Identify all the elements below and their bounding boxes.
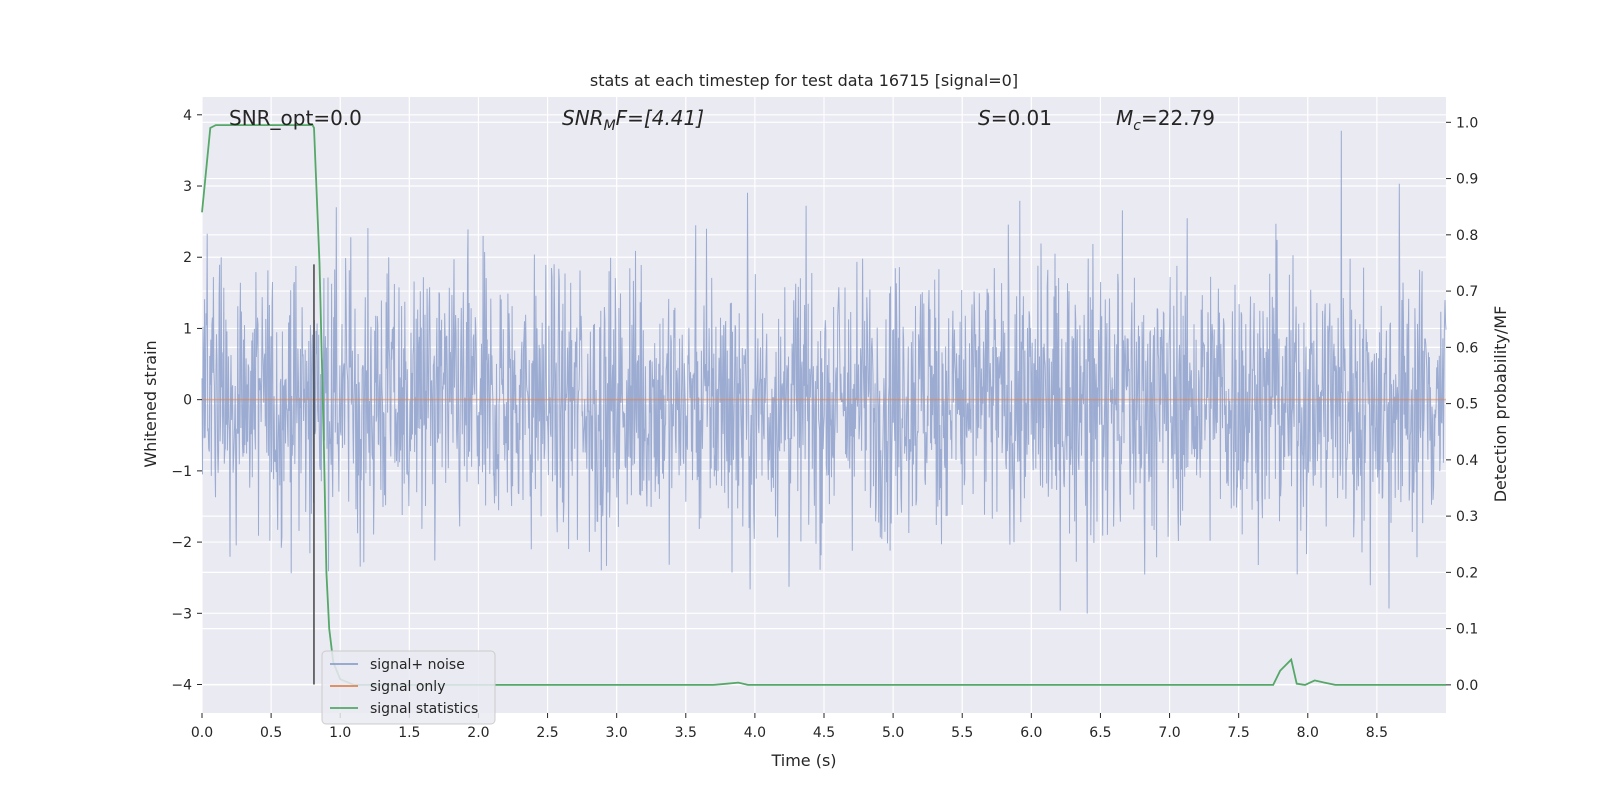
chart-title: stats at each timestep for test data 167… xyxy=(590,71,1018,90)
x-tick-label: 2.5 xyxy=(536,725,558,741)
y-tick-label: 2 xyxy=(183,250,192,266)
y-tick-label: 3 xyxy=(183,179,192,195)
y-tick-label: −1 xyxy=(171,464,192,480)
x-tick-label: 0.0 xyxy=(191,725,213,741)
x-tick-label: 4.5 xyxy=(813,725,835,741)
y-right-tick-label: 0.2 xyxy=(1456,565,1478,581)
y-right-tick-label: 0.9 xyxy=(1456,172,1478,188)
signal-statistics-line xyxy=(201,124,1446,686)
mc-annotation: Mc=22.79 xyxy=(1116,106,1215,134)
snr-mf-annotation: SNRMF=[4.41] xyxy=(562,106,704,134)
x-axis-label: Time (s) xyxy=(770,751,836,770)
y-tick-label: 1 xyxy=(183,321,192,337)
y-right-tick-label: 0.3 xyxy=(1456,509,1478,525)
y-right-tick-label: 1.0 xyxy=(1456,115,1478,131)
y-tick-label: −2 xyxy=(171,535,192,551)
ticks: 0.0 0.5 1.0 1.5 2.0 2.5 3.0 3.5 4.0 4.5 5.0 5.5 6.0 6… xyxy=(171,108,1478,741)
x-tick-label: 2.0 xyxy=(467,725,489,741)
y-right-axis-label: Detection probability/MF xyxy=(1491,306,1510,503)
y-tick-label: −3 xyxy=(171,606,192,622)
y-right-tick-label: 0.0 xyxy=(1456,678,1478,694)
y-right-tick-label: 0.4 xyxy=(1456,453,1478,469)
y-right-tick-label: 0.8 xyxy=(1456,228,1478,244)
legend-label: signal statistics xyxy=(370,701,478,717)
noise-series xyxy=(201,130,1447,614)
line-series xyxy=(201,124,1446,686)
x-tick-label: 3.0 xyxy=(606,725,628,741)
x-tick-label: 1.0 xyxy=(329,725,351,741)
noise-line xyxy=(201,130,1447,614)
x-tick-label: 6.5 xyxy=(1089,725,1111,741)
y-tick-label: 4 xyxy=(183,108,192,124)
y-tick-label: −4 xyxy=(171,678,192,694)
y-axis-label: Whitened strain xyxy=(141,340,160,467)
legend-label: signal only xyxy=(370,679,445,695)
legend-label: signal+ noise xyxy=(370,657,465,673)
legend: signal+ noise signal only signal statistic… xyxy=(321,650,496,725)
x-tick-label: 0.5 xyxy=(260,725,282,741)
x-tick-label: 4.0 xyxy=(744,725,766,741)
x-tick-label: 5.0 xyxy=(882,725,904,741)
x-tick-label: 1.5 xyxy=(398,725,420,741)
x-tick-label: 3.5 xyxy=(675,725,697,741)
x-tick-label: 8.5 xyxy=(1366,725,1388,741)
s-annotation: S=0.01 xyxy=(978,106,1052,130)
x-tick-label: 7.5 xyxy=(1228,725,1250,741)
y-right-tick-label: 0.6 xyxy=(1456,340,1478,356)
x-tick-label: 7.0 xyxy=(1158,725,1180,741)
y-tick-label: 0 xyxy=(183,393,192,409)
x-tick-label: 6.0 xyxy=(1020,725,1042,741)
y-right-tick-label: 0.5 xyxy=(1456,397,1478,413)
x-tick-label: 5.5 xyxy=(951,725,973,741)
legend-box xyxy=(321,650,496,725)
snr-opt-annotation: SNR_opt=0.0 xyxy=(229,106,362,130)
x-tick-label: 8.0 xyxy=(1297,725,1319,741)
y-right-tick-label: 0.1 xyxy=(1456,622,1478,638)
y-right-tick-label: 0.7 xyxy=(1456,284,1478,300)
